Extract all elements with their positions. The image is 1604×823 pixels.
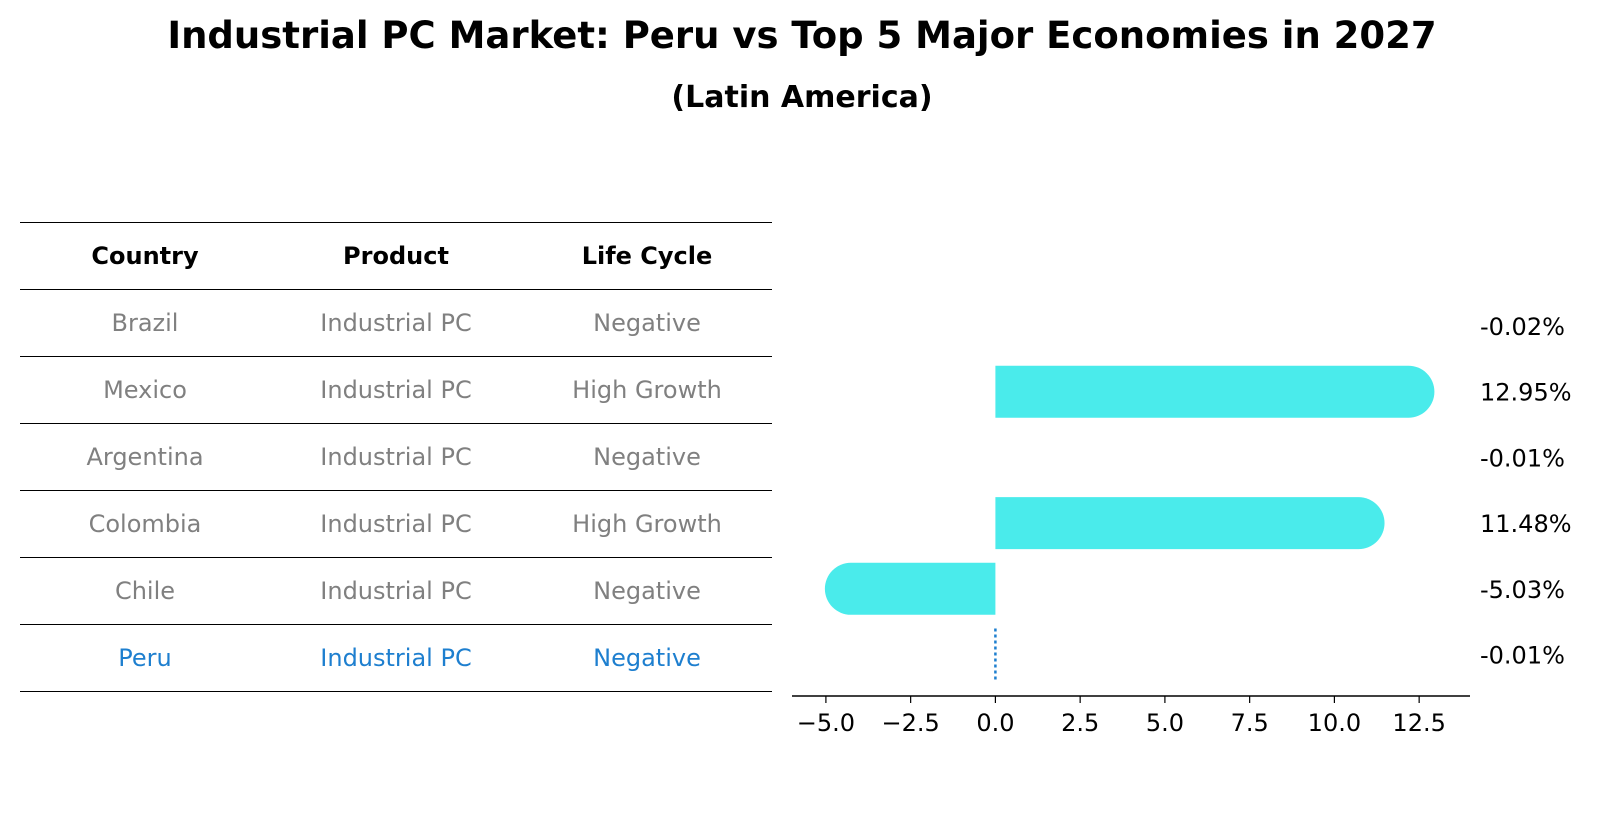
table-row-highlight: Peru Industrial PC Negative xyxy=(20,624,772,692)
cell-life-cycle: Negative xyxy=(593,644,701,672)
x-tick-label: 5.0 xyxy=(1146,709,1184,737)
value-label-argentina: -0.01% xyxy=(1480,444,1565,472)
bar-mexico xyxy=(995,365,1435,418)
cell-life-cycle: Negative xyxy=(593,309,701,337)
country-table: Country Product Life Cycle Brazil Indust… xyxy=(20,222,772,692)
table-row: Colombia Industrial PC High Growth xyxy=(20,490,772,557)
x-tick-label: 0.0 xyxy=(976,709,1014,737)
cell-life-cycle: Negative xyxy=(593,577,701,605)
x-tick-label: −5.0 xyxy=(797,709,855,737)
cell-country: Peru xyxy=(118,644,172,672)
value-label-mexico: 12.95% xyxy=(1480,379,1572,407)
cell-country: Argentina xyxy=(86,443,204,471)
header-country: Country xyxy=(91,242,199,270)
value-label-peru: -0.01% xyxy=(1480,642,1565,670)
bar-chile xyxy=(824,562,996,615)
cell-country: Chile xyxy=(114,577,176,605)
x-tick-label: −2.5 xyxy=(882,709,940,737)
value-label-brazil: -0.02% xyxy=(1480,313,1565,341)
table-row: Argentina Industrial PC Negative xyxy=(20,423,772,490)
cell-life-cycle: High Growth xyxy=(572,510,722,538)
x-tick-label: 2.5 xyxy=(1061,709,1099,737)
cell-country: Mexico xyxy=(103,376,187,404)
chart-subtitle: (Latin America) xyxy=(671,80,933,115)
x-tick-label: 7.5 xyxy=(1231,709,1269,737)
cell-product: Industrial PC xyxy=(320,309,472,337)
cell-product: Industrial PC xyxy=(320,376,472,404)
cell-product: Industrial PC xyxy=(320,443,472,471)
table-row: Chile Industrial PC Negative xyxy=(20,557,772,624)
table-header-row: Country Product Life Cycle xyxy=(20,222,772,289)
cell-country: Colombia xyxy=(88,510,202,538)
bar-colombia xyxy=(995,497,1385,550)
table-row: Brazil Industrial PC Negative xyxy=(20,289,772,356)
cell-country: Brazil xyxy=(111,309,179,337)
table-row: Mexico Industrial PC High Growth xyxy=(20,356,772,423)
cell-product: Industrial PC xyxy=(320,577,472,605)
cell-product: Industrial PC xyxy=(320,644,472,672)
value-label-chile: -5.03% xyxy=(1480,576,1565,604)
cell-life-cycle: High Growth xyxy=(572,376,722,404)
value-label-colombia: 11.48% xyxy=(1480,510,1572,538)
x-tick-label: 12.5 xyxy=(1392,709,1445,737)
header-product: Product xyxy=(343,242,449,270)
header-life-cycle: Life Cycle xyxy=(581,242,713,270)
chart-title: Industrial PC Market: Peru vs Top 5 Majo… xyxy=(167,14,1437,57)
cell-product: Industrial PC xyxy=(320,510,472,538)
cell-life-cycle: Negative xyxy=(593,443,701,471)
x-tick-label: 10.0 xyxy=(1308,709,1361,737)
